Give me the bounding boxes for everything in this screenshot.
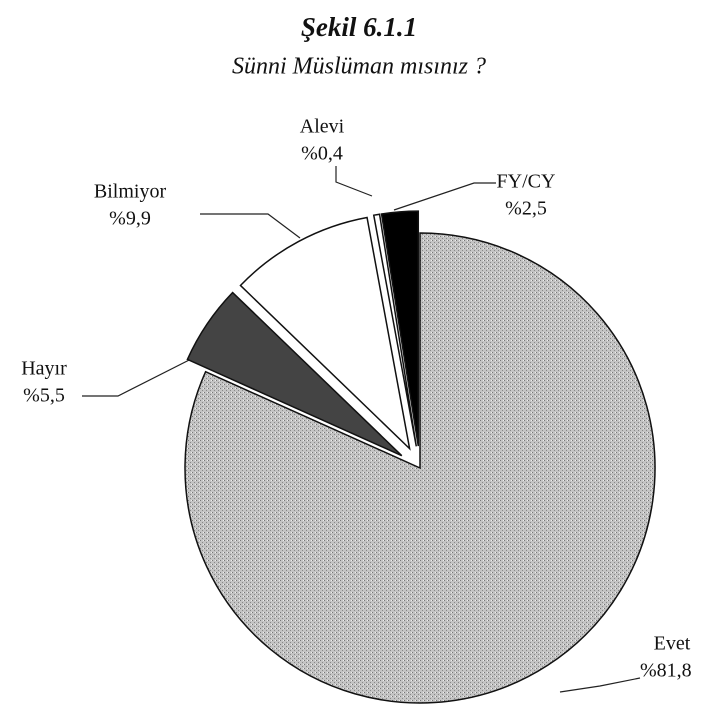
slice-label: Alevi	[300, 116, 345, 138]
slice-value-label: %5,5	[23, 385, 65, 407]
pie-slice	[184, 232, 656, 704]
pie-slice	[372, 213, 418, 447]
slice-label: FY/CY	[497, 171, 556, 193]
leader-line	[393, 182, 496, 211]
leader-line	[82, 351, 206, 397]
leader-line	[335, 166, 373, 197]
pie-slice	[239, 216, 411, 451]
leader-line	[200, 213, 301, 239]
slice-value-label: %81,8	[640, 660, 692, 682]
pie-slice	[186, 291, 403, 457]
leader-line	[559, 677, 641, 693]
pie	[184, 210, 656, 704]
slice-label: Evet	[654, 633, 691, 655]
pie-slice	[380, 210, 420, 447]
slice-value-label: %9,9	[109, 208, 151, 230]
slice-value-label: %2,5	[505, 198, 547, 220]
slice-label: Bilmiyor	[94, 181, 167, 203]
chart-title: Şekil 6.1.1	[301, 12, 417, 42]
slice-value-label: %0,4	[301, 143, 343, 165]
leader-lines	[82, 166, 641, 693]
chart-subtitle: Sünni Müslüman mısınız ?	[232, 54, 486, 80]
slice-label: Hayır	[21, 358, 67, 380]
